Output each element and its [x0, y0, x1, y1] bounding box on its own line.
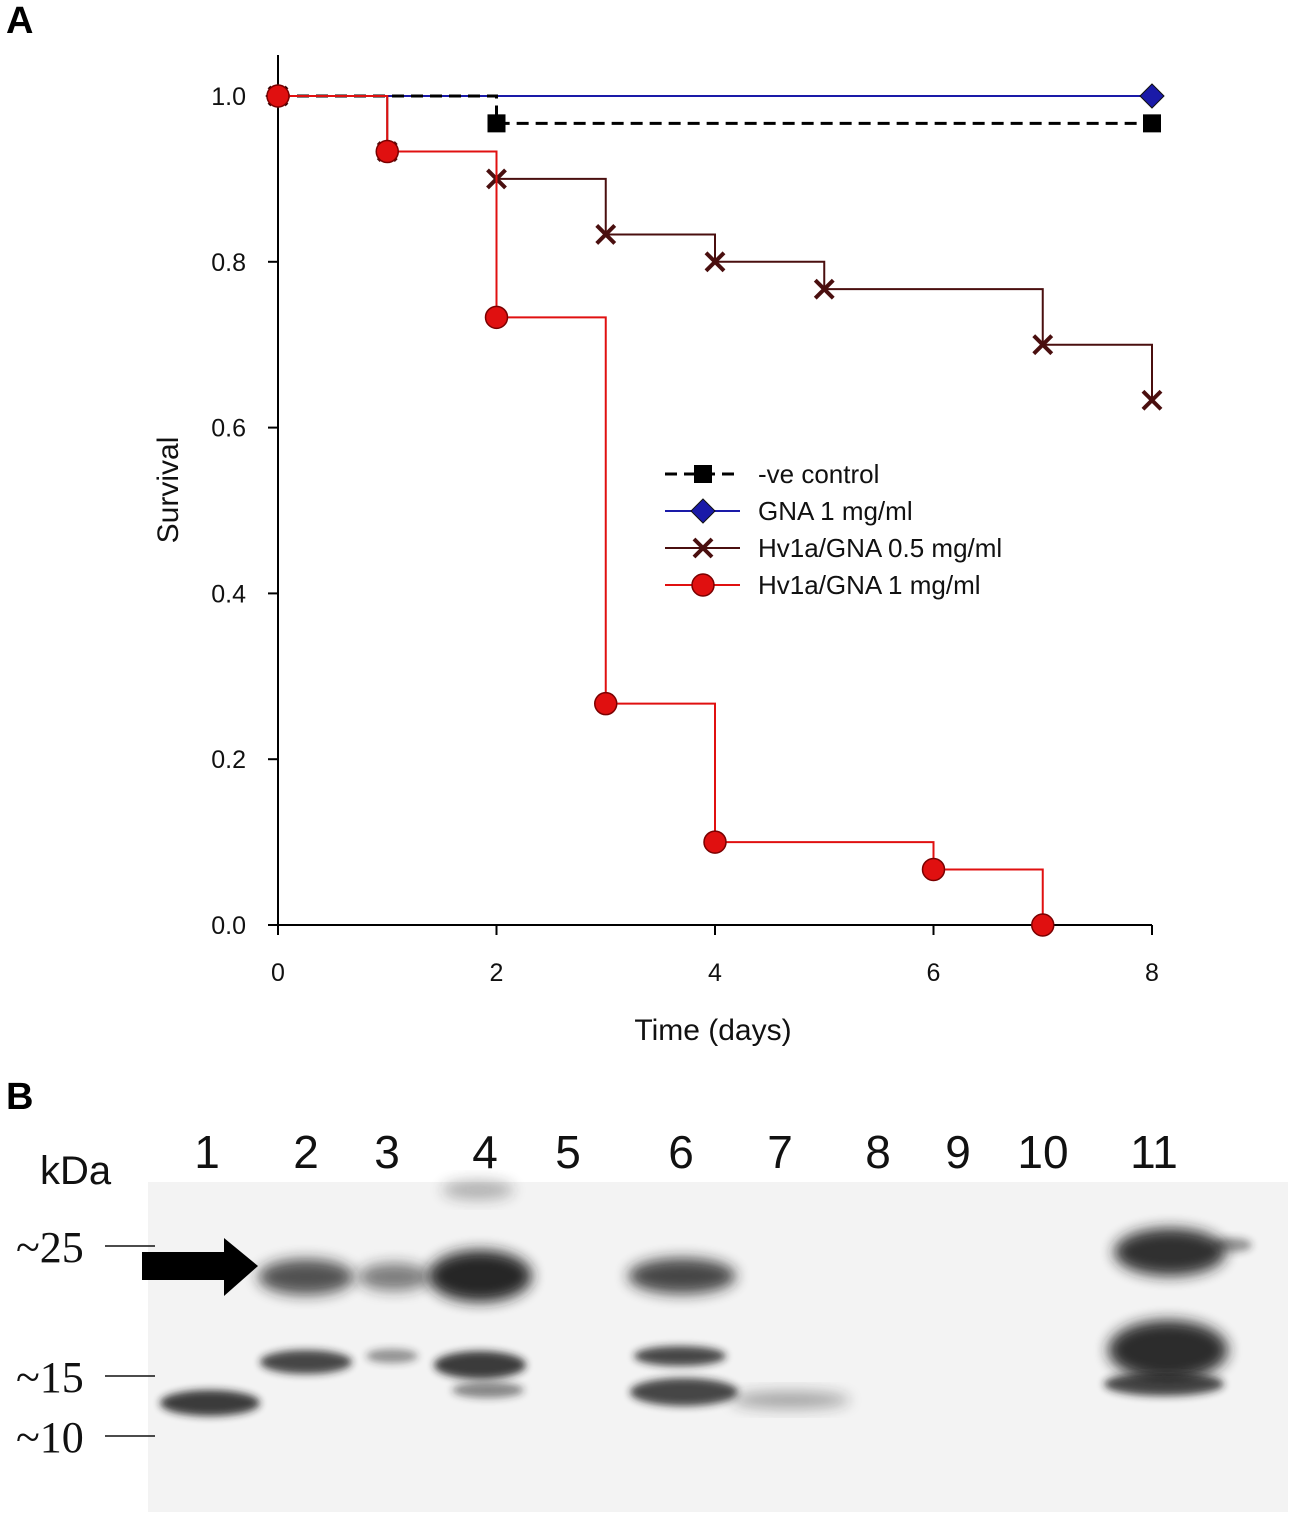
band	[260, 1350, 352, 1374]
survival-chart: 0 2 4 6 8 0.0 0.2 0.4 0.6 0.8 1.0 Time (days) Surviv…	[152, 55, 1165, 1047]
point-circle	[1031, 913, 1055, 937]
band	[434, 1351, 526, 1379]
point-x	[595, 224, 617, 245]
series-3	[266, 84, 1055, 937]
y-tick-label: 1.0	[211, 83, 246, 111]
arrow-right-icon	[142, 1238, 258, 1296]
x-tick-label: 8	[1145, 959, 1159, 987]
lane-label: 6	[668, 1126, 694, 1178]
band	[258, 1259, 354, 1295]
band	[1212, 1238, 1252, 1252]
band	[628, 1258, 736, 1294]
series-line	[278, 95, 1044, 925]
y-tick-label: 0.8	[211, 249, 246, 277]
band	[358, 1263, 430, 1291]
marker-label: ~15	[16, 1353, 84, 1402]
x-axis-label: Time (days)	[634, 1014, 791, 1047]
point-x	[1032, 334, 1054, 356]
marker-label: ~25	[16, 1223, 84, 1272]
y-axis-label: Survival	[152, 437, 185, 544]
western-blot: 1 2 3 4 5 6 7 8 9 10 11 kDa ~25 ~15 ~10	[16, 1126, 1288, 1512]
legend-label: GNA 1 mg/ml	[758, 496, 913, 526]
point-square	[694, 465, 712, 483]
point-x	[1141, 389, 1163, 411]
band	[1104, 1372, 1224, 1396]
y-tick-label: 0.2	[211, 746, 246, 774]
x-tick-label: 0	[271, 959, 285, 987]
band	[1108, 1320, 1228, 1380]
series-2	[267, 85, 1163, 411]
point-diamond	[1139, 83, 1165, 109]
band	[366, 1349, 418, 1363]
lane-label: 8	[865, 1126, 891, 1178]
point-circle	[266, 84, 290, 108]
band	[634, 1346, 726, 1366]
x-tick-label: 6	[927, 959, 941, 987]
chart-series	[265, 83, 1165, 937]
lane-label: 7	[767, 1126, 793, 1178]
band	[442, 1180, 514, 1200]
point-x	[813, 278, 835, 300]
legend-label: -ve control	[758, 459, 879, 489]
y-tick-label: 0.6	[211, 415, 246, 443]
point-circle	[375, 139, 399, 164]
series-0	[269, 87, 1161, 133]
marker-label: ~10	[16, 1413, 84, 1462]
band	[160, 1390, 260, 1416]
blot-labels: 1 2 3 4 5 6 7 8 9 10 11 kDa ~25 ~15 ~10	[16, 1126, 1178, 1462]
series-line	[278, 94, 1152, 125]
lane-label: 2	[293, 1126, 319, 1178]
point-square	[1143, 114, 1161, 133]
band	[428, 1250, 532, 1302]
series-line	[278, 95, 1153, 401]
lane-label: 3	[374, 1126, 400, 1178]
blot-bands	[160, 1180, 1252, 1416]
legend-label: Hv1a/GNA 0.5 mg/ml	[758, 533, 1002, 563]
lane-label: 9	[945, 1126, 971, 1178]
band	[452, 1382, 524, 1398]
kda-label: kDa	[40, 1149, 112, 1193]
panel-b-label: B	[6, 1076, 34, 1118]
lane-label: 4	[472, 1126, 498, 1178]
point-circle	[703, 830, 727, 854]
point-x	[704, 251, 726, 273]
x-tick-label: 4	[708, 959, 722, 987]
band	[630, 1378, 738, 1406]
lane-label: 1	[194, 1126, 220, 1178]
lane-label: 10	[1017, 1126, 1068, 1178]
chart-legend: -ve control GNA 1 mg/ml Hv1a/GNA 0.5 mg/ml…	[665, 459, 1002, 600]
lane-label: 11	[1130, 1126, 1178, 1178]
chart-axes: 0 2 4 6 8 0.0 0.2 0.4 0.6 0.8 1.0 Time (days) Surviv…	[152, 55, 1159, 1047]
band	[1114, 1228, 1226, 1276]
legend-label: Hv1a/GNA 1 mg/ml	[758, 570, 981, 600]
y-tick-label: 0.0	[211, 912, 246, 940]
blot-membrane	[148, 1182, 1288, 1512]
point-diamond	[690, 498, 716, 524]
point-circle	[921, 857, 946, 882]
point-x	[692, 537, 714, 559]
point-circle	[691, 573, 715, 597]
x-tick-label: 2	[490, 959, 504, 987]
band	[730, 1391, 850, 1409]
point-square	[487, 114, 506, 133]
point-circle	[484, 305, 509, 330]
panel-a-label: A	[6, 0, 34, 42]
y-tick-label: 0.4	[211, 580, 246, 608]
lane-label: 5	[555, 1126, 581, 1178]
point-circle	[594, 691, 618, 716]
